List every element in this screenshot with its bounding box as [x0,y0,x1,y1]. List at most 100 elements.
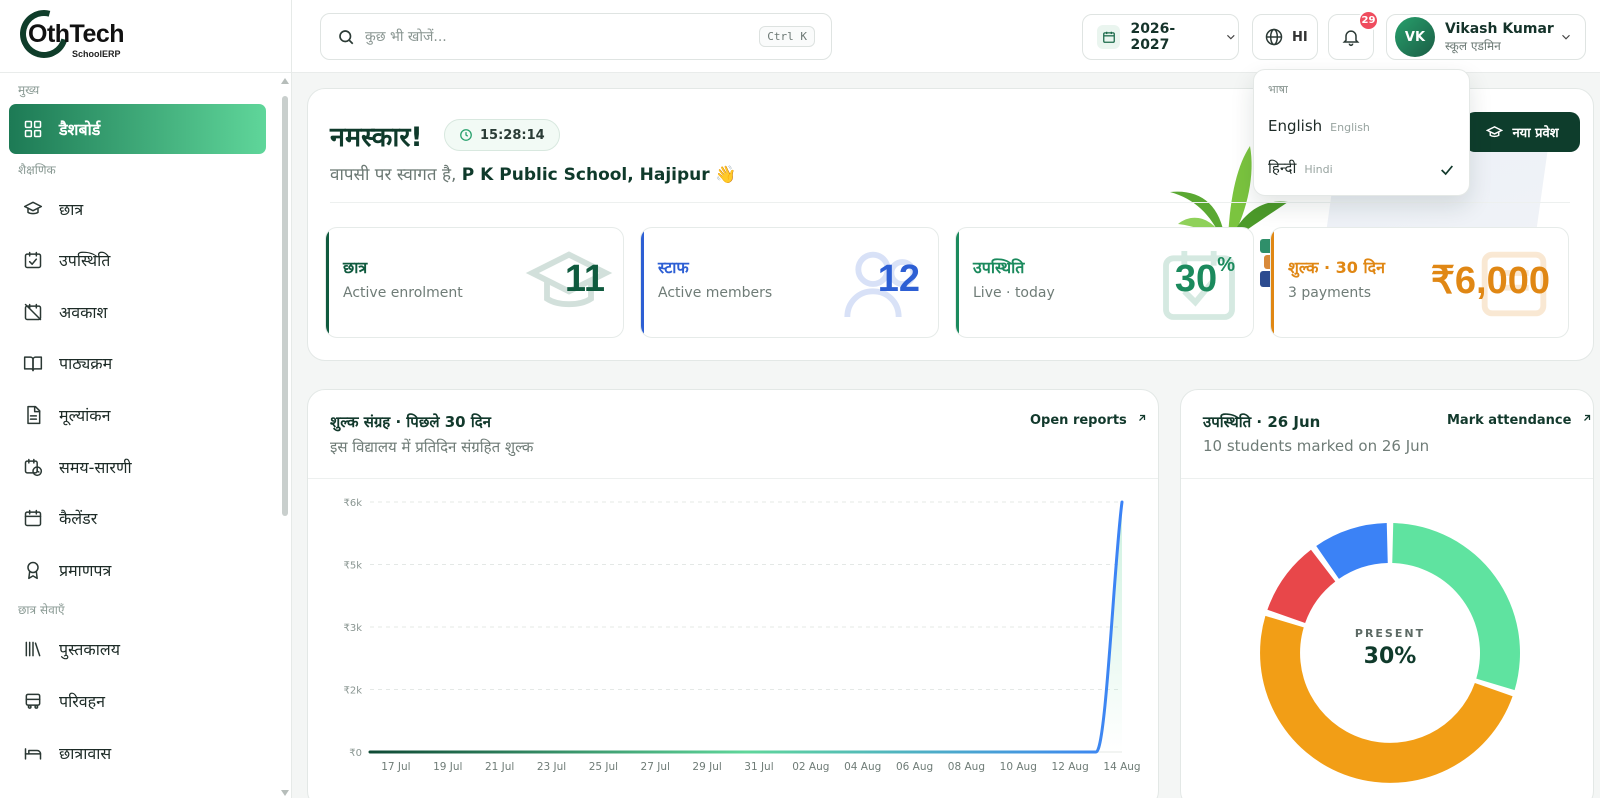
logo-subtitle: SchoolERP [72,49,121,59]
sidebar-item-label: परिवहन [59,691,106,711]
calendar-check-icon [1163,251,1235,320]
sidebar-item[interactable]: पाठ्यक्रम [9,338,266,388]
clock-icon [460,129,472,141]
sidebar-section-label: शैक्षणिक [18,162,56,177]
fee-card-subtitle: इस विद्यालय में प्रतिदिन संग्रहित शुल्क [330,438,534,456]
arrow-up-right-icon [1584,414,1591,421]
bus-icon [22,690,44,712]
welcome-prefix: वापसी पर स्वागत है, [330,165,457,185]
user-role: स्कूल एडमिन [1445,38,1501,53]
fee-chart: ₹0 ₹2k ₹3k ₹5k ₹6k 17 Jul 19 Jul 21 Jul 23 Jul 25… [343,498,1140,773]
greeting: नमस्कार! [330,122,423,153]
notification-badge: 29 [1358,10,1379,31]
sidebar: OthTech SchoolERP मुख्य डैशबोर्ड शैक्षणिक छ… [0,0,292,798]
school-name: P K Public School, Hajipur [461,165,710,185]
document-icon [22,404,44,426]
stat-card[interactable]: स्टाफ Active members 12 [640,227,939,338]
sidebar-item[interactable]: छात्रावास [9,728,266,778]
logo-mark: OthTech SchoolERP [11,1,132,67]
y-tick-label: ₹5k [343,561,362,572]
graduation-cap-icon [525,251,613,308]
sidebar-item[interactable]: प्रमाणपत्र [9,545,266,595]
x-tick-label: 17 Jul [381,761,410,773]
stat-title: छात्र [343,258,368,277]
open-reports-label: Open reports [1030,413,1127,428]
academic-year-value: 2026-2027 [1130,21,1176,53]
language-option-hindi[interactable]: हिन्दी Hindi [1268,158,1333,178]
stat-value: 11 [565,258,605,301]
logo[interactable]: OthTech SchoolERP [0,0,291,73]
search-input[interactable]: कुछ भी खोजें... [365,29,447,45]
x-tick-label: 04 Aug [844,761,881,773]
graduation-cap-icon [1486,125,1504,137]
welcome-card: नमस्कार! 15:28:14 वापसी पर स्वागत है, P … [307,88,1594,361]
check-icon [1441,165,1453,176]
stat-subtitle: Active enrolment [343,285,463,301]
donut-center-label: PRESENT [1354,627,1426,640]
language-toggle[interactable]: HI [1252,14,1318,60]
divider [308,478,1158,479]
search-icon [339,29,354,44]
stat-title: शुल्क · 30 दिन [1288,258,1385,277]
language-option-label: हिन्दी [1268,159,1297,177]
language-option-english[interactable]: English English [1268,117,1370,135]
logo-text: OthTech [28,20,125,48]
new-admission-button[interactable]: नया प्रवेश [1465,112,1580,152]
donut-slice [1316,523,1388,579]
sidebar-item[interactable]: छात्र [9,184,266,234]
y-tick-label: ₹0 [349,748,362,759]
stat-value-suffix: % [1217,254,1235,276]
notifications-button[interactable]: 29 [1328,10,1379,60]
mark-attendance-link[interactable]: Mark attendance [1447,412,1593,428]
fee-line [368,500,1124,754]
fee-card-title: शुल्क संग्रह · पिछले 30 दिन [330,413,491,431]
search-shortcut: Ctrl K [759,26,815,47]
sidebar-item[interactable]: परिवहन [9,676,266,726]
open-reports-link[interactable]: Open reports [1030,412,1148,428]
stat-card[interactable]: शुल्क · 30 दिन 3 payments ₹6,000 [1270,227,1569,338]
scroll-up-arrow[interactable] [281,78,289,84]
award-icon [22,559,44,581]
stat-card[interactable]: उपस्थिति Live · today 30% [955,227,1254,338]
sidebar-item[interactable]: समय-सारणी [9,442,266,492]
language-option-native: English [1330,121,1370,134]
sidebar-item-label: कैलेंडर [59,509,98,529]
sidebar-scrollbar[interactable] [281,78,289,798]
stat-value: 12 [878,258,920,301]
sidebar-item[interactable]: मूल्यांकन [9,390,266,440]
chevron-down-icon [1562,34,1570,40]
x-tick-label: 12 Aug [1052,761,1089,773]
stat-value-number: ₹6,000 [1430,260,1550,302]
language-code: HI [1292,29,1308,45]
x-tick-label: 08 Aug [948,761,985,773]
scroll-thumb[interactable] [282,96,288,516]
sidebar-section-label: छात्र सेवाएँ [18,603,65,618]
sidebar-item-label: उपस्थिति [59,251,111,271]
sidebar-item-label: पुस्तकालय [59,640,120,660]
stat-value: 30% [1174,254,1235,301]
academic-year-select[interactable]: 2026-2027 [1082,14,1239,60]
sidebar-item[interactable]: कैलेंडर [9,493,266,543]
y-tick-label: ₹2k [343,686,362,697]
live-clock: 15:28:14 [444,119,560,151]
scroll-down-arrow[interactable] [281,790,289,796]
user-menu[interactable]: VK Vikash Kumar स्कूल एडमिन [1386,14,1586,60]
sidebar-item[interactable]: उपस्थिति [9,235,266,285]
x-tick-label: 14 Aug [1103,761,1140,773]
sidebar-item[interactable]: अवकाश [9,287,266,337]
avatar: VK [1395,17,1435,57]
attendance-donut-chart [1260,523,1520,783]
sidebar-item[interactable]: डैशबोर्ड [9,104,266,154]
sidebar-item[interactable]: पुस्तकालय [9,624,266,674]
stat-value-number: 30 [1174,258,1218,300]
x-tick-label: 06 Aug [896,761,933,773]
sidebar-item-label: मूल्यांकन [59,405,111,425]
sidebar-item-label: समय-सारणी [59,457,132,477]
donut-slice [1267,549,1336,624]
stat-subtitle: Active members [658,285,773,301]
x-tick-label: 21 Jul [485,761,514,773]
dashboard-icon [22,118,44,140]
search-box[interactable]: कुछ भी खोजें... Ctrl K [320,13,832,60]
stat-card[interactable]: छात्र Active enrolment 11 [325,227,624,338]
y-tick-label: ₹6k [343,498,362,509]
